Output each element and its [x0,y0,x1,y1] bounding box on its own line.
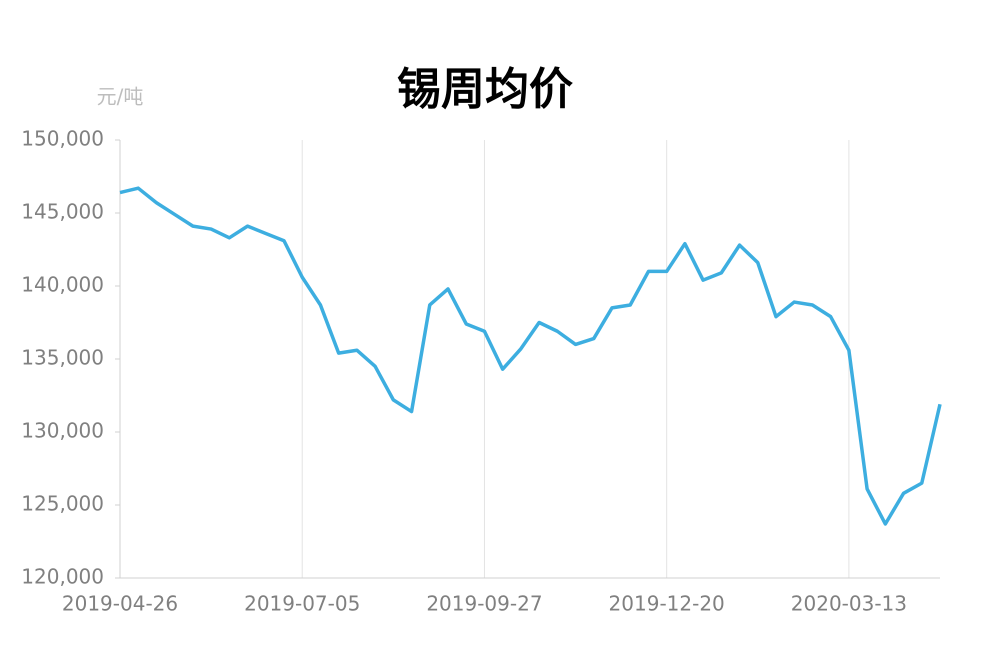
y-tick-label: 140,000 [21,273,104,297]
x-tick-label: 2019-07-05 [244,592,360,616]
y-tick-label: 125,000 [21,492,104,516]
y-unit: 元/吨 [97,85,144,109]
y-tick-label: 150,000 [21,127,104,151]
y-tick-label: 130,000 [21,419,104,443]
chart-title: 锡周均价 [397,64,573,115]
x-tick-label: 2019-09-27 [426,592,542,616]
y-tick-label: 145,000 [21,200,104,224]
x-tick-label: 2020-03-13 [791,592,907,616]
line [119,186,942,526]
y-tick-label: 120,000 [21,565,104,589]
y-tick-label: 135,000 [21,346,104,370]
x-tick-label: 2019-04-26 [62,592,178,616]
x-tick-label: 2019-12-20 [609,592,725,616]
